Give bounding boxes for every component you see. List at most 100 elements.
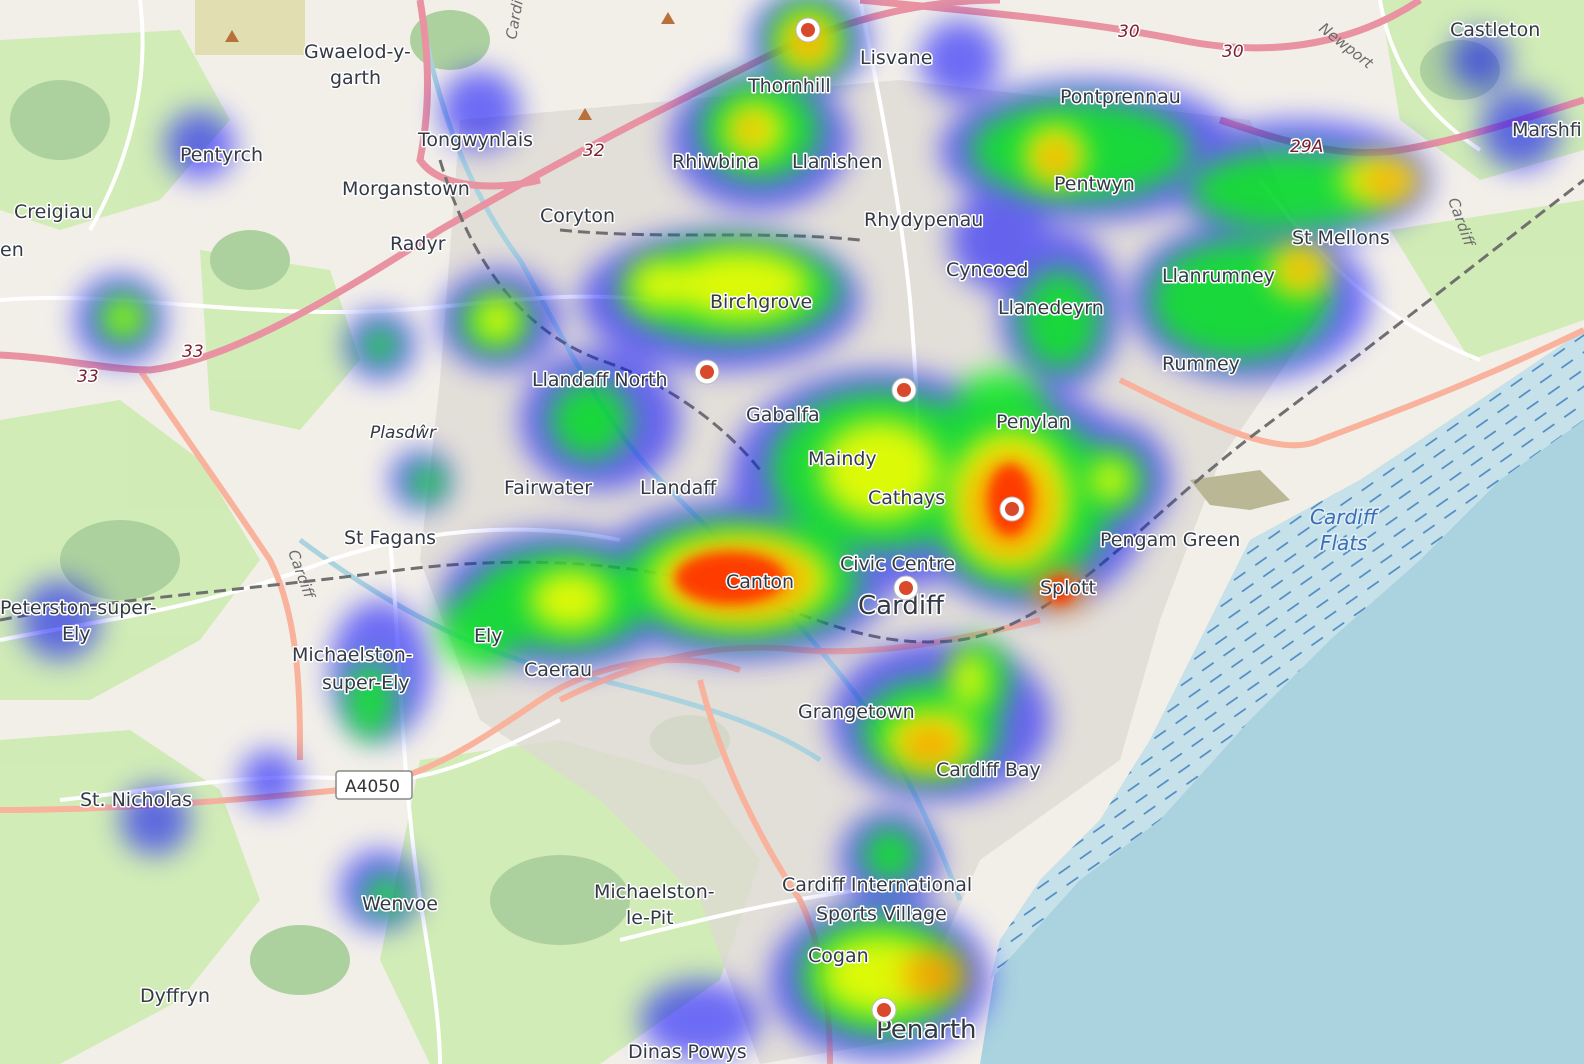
water-label: Cardiff (1310, 505, 1380, 529)
heat-blob (630, 260, 690, 310)
place-label: Cyncoed (946, 259, 1028, 281)
place-label: Peterston-super- (0, 597, 156, 619)
heat-blob (120, 785, 190, 855)
location-marker[interactable] (891, 377, 917, 403)
place-label: Tongwynlais (417, 129, 533, 151)
place-label: Plasdŵr (370, 423, 437, 443)
place-label: Canton (726, 571, 794, 593)
farmland-patch (195, 0, 305, 55)
road-shield-label: A4050 (345, 777, 400, 797)
heat-blob (1361, 168, 1409, 196)
place-label: Grangetown (798, 701, 915, 723)
place-label: Rhiwbina (672, 151, 759, 173)
road-shield (335, 770, 413, 800)
place-label: Radyr (390, 233, 446, 255)
water-label: Flats (1320, 531, 1368, 555)
road-number-label: 30 (1222, 42, 1244, 62)
place-label: Michaelston- (292, 644, 413, 666)
heat-blob (345, 660, 395, 740)
place-label: Cardiff Bay (936, 759, 1041, 781)
heat-blob (950, 190, 1050, 290)
tidal-flats (990, 330, 1584, 980)
place-label: Fairwater (504, 477, 592, 499)
place-label: St. Nicholas (80, 789, 192, 811)
markers-layer[interactable] (694, 17, 1025, 1023)
place-label: Llandaff (640, 477, 717, 499)
heat-blob (670, 250, 810, 320)
heat-blob (110, 304, 138, 332)
location-marker[interactable] (999, 496, 1025, 522)
water-labels: Cardiff Flats (1309, 504, 1382, 557)
road-number-label: 33 (182, 342, 204, 362)
place-label: Pontprennau (1060, 86, 1181, 108)
place-label: Sports Village (816, 903, 947, 925)
marker-dot (801, 23, 815, 37)
marker-dot (700, 365, 714, 379)
place-label: Thornhill (747, 75, 831, 97)
place-label: Dinas Powys (628, 1041, 747, 1063)
heat-blob (440, 590, 520, 670)
peak-icon (225, 12, 675, 120)
place-label: Michaelston- (594, 881, 715, 903)
heat-blob (1037, 140, 1073, 176)
place-label: Cogan (808, 945, 869, 967)
place-label: Cardiff (858, 591, 945, 621)
heat-blob (1090, 460, 1130, 500)
place-label: Civic Centre (840, 553, 955, 575)
place-label: le-Pit (626, 907, 674, 929)
place-label: Caerau (524, 659, 592, 681)
place-labels: Gwaelod-y- garth Lisvane Thornhill Castl… (0, 18, 1583, 1064)
heat-blob (820, 935, 940, 1015)
place-label: Ely (62, 623, 91, 645)
location-marker[interactable] (795, 17, 821, 43)
heat-blob (675, 552, 785, 604)
heat-blob (736, 116, 764, 144)
heat-blob (365, 875, 405, 915)
heat-blob (550, 380, 630, 460)
place-label: Llandaff North (532, 369, 668, 391)
heat-blob (900, 725, 960, 765)
place-label: Creigiau (14, 201, 93, 223)
place-label: Dyffryn (140, 985, 210, 1007)
location-marker[interactable] (871, 997, 897, 1023)
marker-dot (877, 1003, 891, 1017)
docks (1190, 470, 1290, 510)
heat-blob (530, 570, 610, 630)
heat-blob (1450, 30, 1510, 90)
heat-blob (640, 980, 760, 1060)
heat-blob (1480, 90, 1560, 170)
heat-blob (862, 827, 918, 883)
road-number-label: 33 (77, 367, 99, 387)
place-label: Pentwyn (1054, 173, 1135, 195)
heat-blob (952, 652, 988, 708)
place-label: Llanrumney (1162, 265, 1275, 287)
marker-dot (899, 581, 913, 595)
heat-blob (20, 580, 100, 660)
place-label: Castleton (1450, 19, 1540, 41)
place-label: en (0, 239, 24, 261)
place-label: Pengam Green (1100, 529, 1240, 551)
road-number-label: 32 (583, 141, 605, 161)
place-label: Penylan (996, 411, 1071, 433)
place-label: Coryton (540, 205, 615, 227)
heat-blob (240, 750, 300, 810)
heat-blob (1020, 270, 1100, 370)
place-label: Rumney (1162, 353, 1240, 375)
heat-blob (409, 464, 445, 500)
heat-blob (920, 20, 1000, 100)
location-marker[interactable] (694, 359, 720, 385)
place-label: Cardiff International (782, 874, 972, 896)
place-label: Wenvoe (362, 893, 438, 915)
place-label: Morganstown (342, 178, 470, 200)
place-label: St Mellons (1292, 227, 1390, 249)
place-label: Pentyrch (180, 144, 263, 166)
location-marker[interactable] (893, 575, 919, 601)
place-label: Gwaelod-y- (304, 41, 411, 63)
marker-dot (897, 383, 911, 397)
place-label: Cathays (868, 487, 945, 509)
place-label: Llanishen (792, 151, 883, 173)
road-number-label: 30 (1118, 22, 1140, 42)
heat-blob (1284, 254, 1316, 286)
